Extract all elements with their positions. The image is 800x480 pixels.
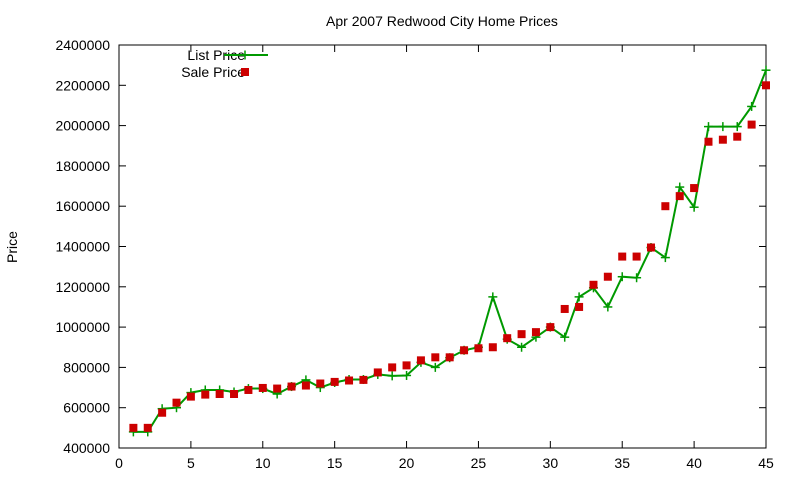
x-tick-label: 40 — [686, 455, 702, 471]
sale-price-point — [359, 375, 368, 384]
sale-price-point — [230, 389, 239, 398]
list-price-point — [430, 362, 440, 372]
sale-price-point — [704, 137, 713, 146]
sale-price-point — [215, 389, 224, 398]
sale-price-point — [474, 344, 483, 353]
series-layer — [128, 65, 771, 437]
sale-price-point — [603, 272, 612, 281]
legend-marker — [241, 68, 249, 76]
sale-price-point — [301, 381, 310, 390]
list-price-point — [632, 273, 642, 283]
sale-price-point — [158, 408, 167, 417]
sale-price-point — [675, 192, 684, 201]
legend-label: Sale Price — [181, 64, 245, 80]
sale-price-point — [273, 384, 282, 393]
y-tick-label: 600000 — [63, 400, 110, 416]
list-price-point — [761, 65, 771, 75]
y-tick-label: 1200000 — [55, 279, 110, 295]
list-price-point — [747, 101, 757, 111]
sale-price-point — [143, 423, 152, 432]
sale-price-point — [690, 184, 699, 193]
y-tick-label: 2000000 — [55, 118, 110, 134]
sale-price-point — [560, 304, 569, 313]
y-tick-label: 400000 — [63, 440, 110, 456]
list-price-line — [133, 69, 767, 433]
sale-price-point — [373, 368, 382, 377]
sale-price-point — [201, 390, 210, 399]
list-price-point — [517, 342, 527, 352]
x-tick-label: 35 — [614, 455, 630, 471]
list-price-point — [703, 122, 713, 132]
sale-price-point — [546, 323, 555, 332]
axes: 400000 600000 800000 1000000 1200000 1400000 1… — [55, 37, 774, 471]
legend-label: List Price — [187, 47, 245, 63]
sale-price-point — [287, 382, 296, 391]
x-tick-label: 25 — [471, 455, 487, 471]
list-price-point — [617, 272, 627, 282]
sale-price-point — [718, 135, 727, 144]
sale-price-point — [575, 302, 584, 311]
sale-price-point — [244, 385, 253, 394]
sale-price-point — [316, 379, 325, 388]
sale-price-point — [632, 252, 641, 261]
sale-price-point — [258, 383, 267, 392]
x-tick-label: 0 — [115, 455, 123, 471]
x-tick-label: 10 — [255, 455, 271, 471]
sale-price-point — [618, 252, 627, 261]
sale-price-point — [416, 356, 425, 365]
legend-marker — [240, 50, 250, 60]
sale-price-point — [172, 398, 181, 407]
y-tick-label: 2400000 — [55, 37, 110, 53]
y-tick-label: 2200000 — [55, 77, 110, 93]
list-price-point — [402, 370, 412, 380]
list-price-point — [603, 302, 613, 312]
list-price-point — [718, 122, 728, 132]
sale-price-point — [646, 243, 655, 252]
sale-price-point — [733, 132, 742, 141]
x-tick-label: 45 — [758, 455, 774, 471]
list-price-point — [488, 292, 498, 302]
sale-price-point — [460, 346, 469, 355]
list-price-point — [675, 182, 685, 192]
sale-price-point — [388, 363, 397, 372]
sale-price-point — [186, 392, 195, 401]
sale-price-point — [129, 423, 138, 432]
chart-title: Apr 2007 Redwood City Home Prices — [326, 13, 558, 29]
sale-price-point — [402, 361, 411, 370]
sale-price-point — [330, 377, 339, 386]
sale-price-point — [431, 353, 440, 362]
sale-price-point — [488, 343, 497, 352]
y-tick-label: 1000000 — [55, 319, 110, 335]
x-tick-label: 30 — [543, 455, 559, 471]
x-tick-label: 20 — [399, 455, 415, 471]
x-tick-label: 5 — [187, 455, 195, 471]
list-price-point — [560, 332, 570, 342]
sale-price-point — [345, 376, 354, 385]
list-price-point — [732, 122, 742, 132]
plot-frame — [118, 44, 767, 449]
x-tick-label: 15 — [327, 455, 343, 471]
list-price-point — [387, 371, 397, 381]
list-price-point — [660, 253, 670, 263]
sale-price-point — [517, 330, 526, 339]
sale-price-point — [661, 202, 670, 211]
series-sale-price — [129, 81, 770, 432]
sale-price-point — [531, 328, 540, 337]
y-tick-label: 1800000 — [55, 158, 110, 174]
y-axis-label: Price — [4, 231, 20, 263]
sale-price-point — [747, 120, 756, 129]
list-price-point — [689, 202, 699, 212]
y-tick-label: 1400000 — [55, 239, 110, 255]
sale-price-point — [762, 81, 770, 90]
list-price-point — [574, 292, 584, 302]
series-list-price — [128, 65, 771, 437]
y-tick-label: 800000 — [63, 359, 110, 375]
sale-price-point — [445, 353, 454, 362]
y-tick-label: 1600000 — [55, 198, 110, 214]
sale-price-point — [503, 334, 512, 343]
sale-price-point — [589, 280, 598, 289]
